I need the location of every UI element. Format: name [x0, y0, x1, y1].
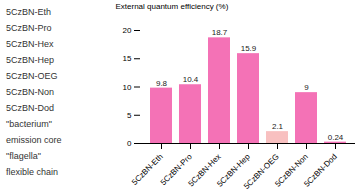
svg-text:10: 10	[123, 83, 132, 92]
html-text:"bacterium": "bacterium"	[6, 119, 52, 129]
html-text:5CzBN-OEG: 5CzBN-OEG	[6, 71, 58, 81]
svg-text:10.4: 10.4	[183, 75, 199, 84]
svg-text:15.9: 15.9	[241, 44, 257, 53]
svg-text:5CzBN-Non: 5CzBN-Non	[273, 152, 310, 189]
svg-text:5CzBN-Hep: 5CzBN-Hep	[215, 152, 252, 189]
svg-text:0.24: 0.24	[328, 133, 344, 142]
html-text:5CzBN-Dod: 5CzBN-Dod	[6, 103, 54, 113]
html-text:emission core: emission core	[6, 135, 62, 145]
html-text:"flagella": "flagella"	[6, 151, 41, 161]
html-text:flexible chain: flexible chain	[6, 167, 58, 177]
svg-text:5CzBN-Dod: 5CzBN-Dod	[302, 152, 339, 189]
svg-text:20: 20	[123, 26, 132, 35]
svg-text:0: 0	[127, 139, 132, 148]
svg-text:5CzBN-Eth: 5CzBN-Eth	[130, 152, 165, 187]
svg-text:5CzBN-Hex: 5CzBN-Hex	[186, 152, 223, 189]
svg-text:15: 15	[123, 54, 132, 63]
svg-text:5CzBN-Pro: 5CzBN-Pro	[158, 152, 194, 188]
svg-text:9: 9	[304, 83, 309, 92]
html-text:5CzBN-Hep: 5CzBN-Hep	[6, 55, 54, 65]
html-text:5CzBN-Hex: 5CzBN-Hex	[6, 39, 54, 49]
svg-text:9.8: 9.8	[156, 79, 168, 88]
html-text:5CzBN-Eth: 5CzBN-Eth	[6, 7, 51, 17]
svg-text:5: 5	[127, 111, 132, 120]
svg-text:External quantum efficiency (%: External quantum efficiency (%)	[116, 2, 229, 11]
svg-text:2.1: 2.1	[272, 122, 284, 131]
html-text:5CzBN-Pro: 5CzBN-Pro	[6, 23, 52, 33]
html-text:5CzBN-Non: 5CzBN-Non	[6, 87, 54, 97]
svg-text:18.7: 18.7	[212, 28, 228, 37]
